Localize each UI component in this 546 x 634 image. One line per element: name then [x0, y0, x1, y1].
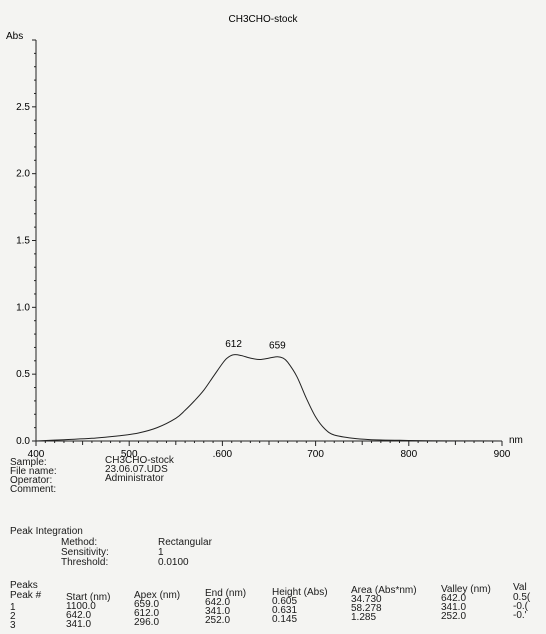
operator-value: Administrator: [105, 473, 164, 484]
table-cell: 642.0: [441, 593, 467, 604]
table-cell: 612.0: [134, 608, 160, 619]
table-cell: 0.631: [272, 605, 298, 616]
x-tick-label: 700: [307, 449, 324, 460]
table-cell: 1100.0: [66, 601, 96, 612]
peak-label-659: 659: [269, 341, 286, 352]
x-tick-label: 400: [28, 449, 45, 460]
y-tick-label: 1.0: [16, 302, 30, 313]
table-cell: 659.0: [134, 599, 160, 610]
table-cell: 296.0: [134, 617, 160, 628]
x-tick-label: .600: [213, 449, 233, 460]
x-tick-label: 900: [494, 449, 511, 460]
header-apex: Apex (nm): [134, 590, 181, 601]
x-tick-label: 800: [400, 449, 417, 460]
table-cell: 642.0: [205, 597, 231, 608]
y-tick-label: 2.0: [16, 169, 30, 180]
operator-label: Operator:: [10, 475, 53, 486]
table-cell: 3: [10, 620, 16, 631]
table-cell: 0.145: [272, 614, 298, 625]
table-cell: 252.0: [205, 615, 231, 626]
table-cell: 341.0: [441, 602, 467, 613]
table-cell: -0.(: [513, 601, 528, 612]
header-end: End (nm): [205, 588, 247, 599]
column-valley: 642.0 341.0 252.0: [441, 593, 467, 622]
y-tick-label: 0.5: [16, 369, 30, 380]
x-axis-unit: nm: [509, 435, 523, 446]
sample-value: CH3CHO-stock: [105, 455, 174, 466]
peak-label-612: 612: [225, 339, 242, 350]
column-apex: 659.0 612.0 296.0: [134, 599, 160, 628]
method-value: Rectangular: [158, 537, 212, 548]
column-valley-value: 0.5( -0.( -0.': [513, 592, 531, 621]
header-valley-value: Val: [513, 582, 527, 593]
threshold-label: Threshold:: [61, 557, 109, 568]
peak-integration-title: Peak Integration: [10, 526, 83, 537]
sensitivity-value: 1: [158, 547, 164, 558]
method-label: Method:: [61, 537, 98, 548]
spectrum-line: [35, 354, 503, 442]
file-name-label: File name:: [10, 466, 57, 477]
table-cell: 58.278: [351, 603, 382, 614]
header-valley: Valley (nm): [441, 584, 491, 595]
table-cell: 1.285: [351, 612, 377, 623]
sensitivity-label: Sensitivity:: [61, 547, 109, 558]
table-cell: -0.': [513, 610, 527, 621]
table-cell: 341.0: [66, 619, 92, 630]
y-tick-label: 0.0: [16, 436, 30, 447]
table-cell: 2: [10, 611, 16, 622]
table-cell: 252.0: [441, 611, 467, 622]
header-start: Start (nm): [66, 592, 111, 603]
column-height: 0.605 0.631 0.145: [272, 596, 298, 625]
table-cell: 341.0: [205, 606, 231, 617]
peaks-title: Peaks: [10, 580, 38, 591]
file-name-value: 23.06.07.UDS: [105, 464, 168, 475]
header-height: Height (Abs): [272, 587, 328, 598]
x-tick-label: 500: [121, 449, 138, 460]
threshold-value: 0.0100: [158, 557, 189, 568]
y-tick-label: 1.5: [16, 236, 30, 247]
header-area: Area (Abs*nm): [351, 585, 417, 596]
spectrum-chart: CH3CHO-stock Abs nm 0.0 0.5 1.0 1.5 2.0 2.5 40…: [6, 14, 523, 460]
chart-title: CH3CHO-stock: [229, 14, 299, 25]
column-area: 34.730 58.278 1.285: [351, 594, 382, 623]
table-cell: 0.605: [272, 596, 298, 607]
table-cell: 1: [10, 602, 16, 613]
column-peak-number: 1 2 3: [10, 602, 16, 631]
column-end: 642.0 341.0 252.0: [205, 597, 231, 626]
table-cell: 34.730: [351, 594, 382, 605]
y-axis-label: Abs: [6, 31, 23, 42]
y-tick-label: 2.5: [16, 102, 30, 113]
sample-label: Sample:: [10, 457, 47, 468]
header-peak-number: Peak #: [10, 590, 42, 601]
table-cell: 0.5(: [513, 592, 531, 603]
column-start: 1100.0 642.0 341.0: [66, 601, 96, 630]
comment-label: Comment:: [10, 484, 57, 495]
table-cell: 642.0: [66, 610, 92, 621]
